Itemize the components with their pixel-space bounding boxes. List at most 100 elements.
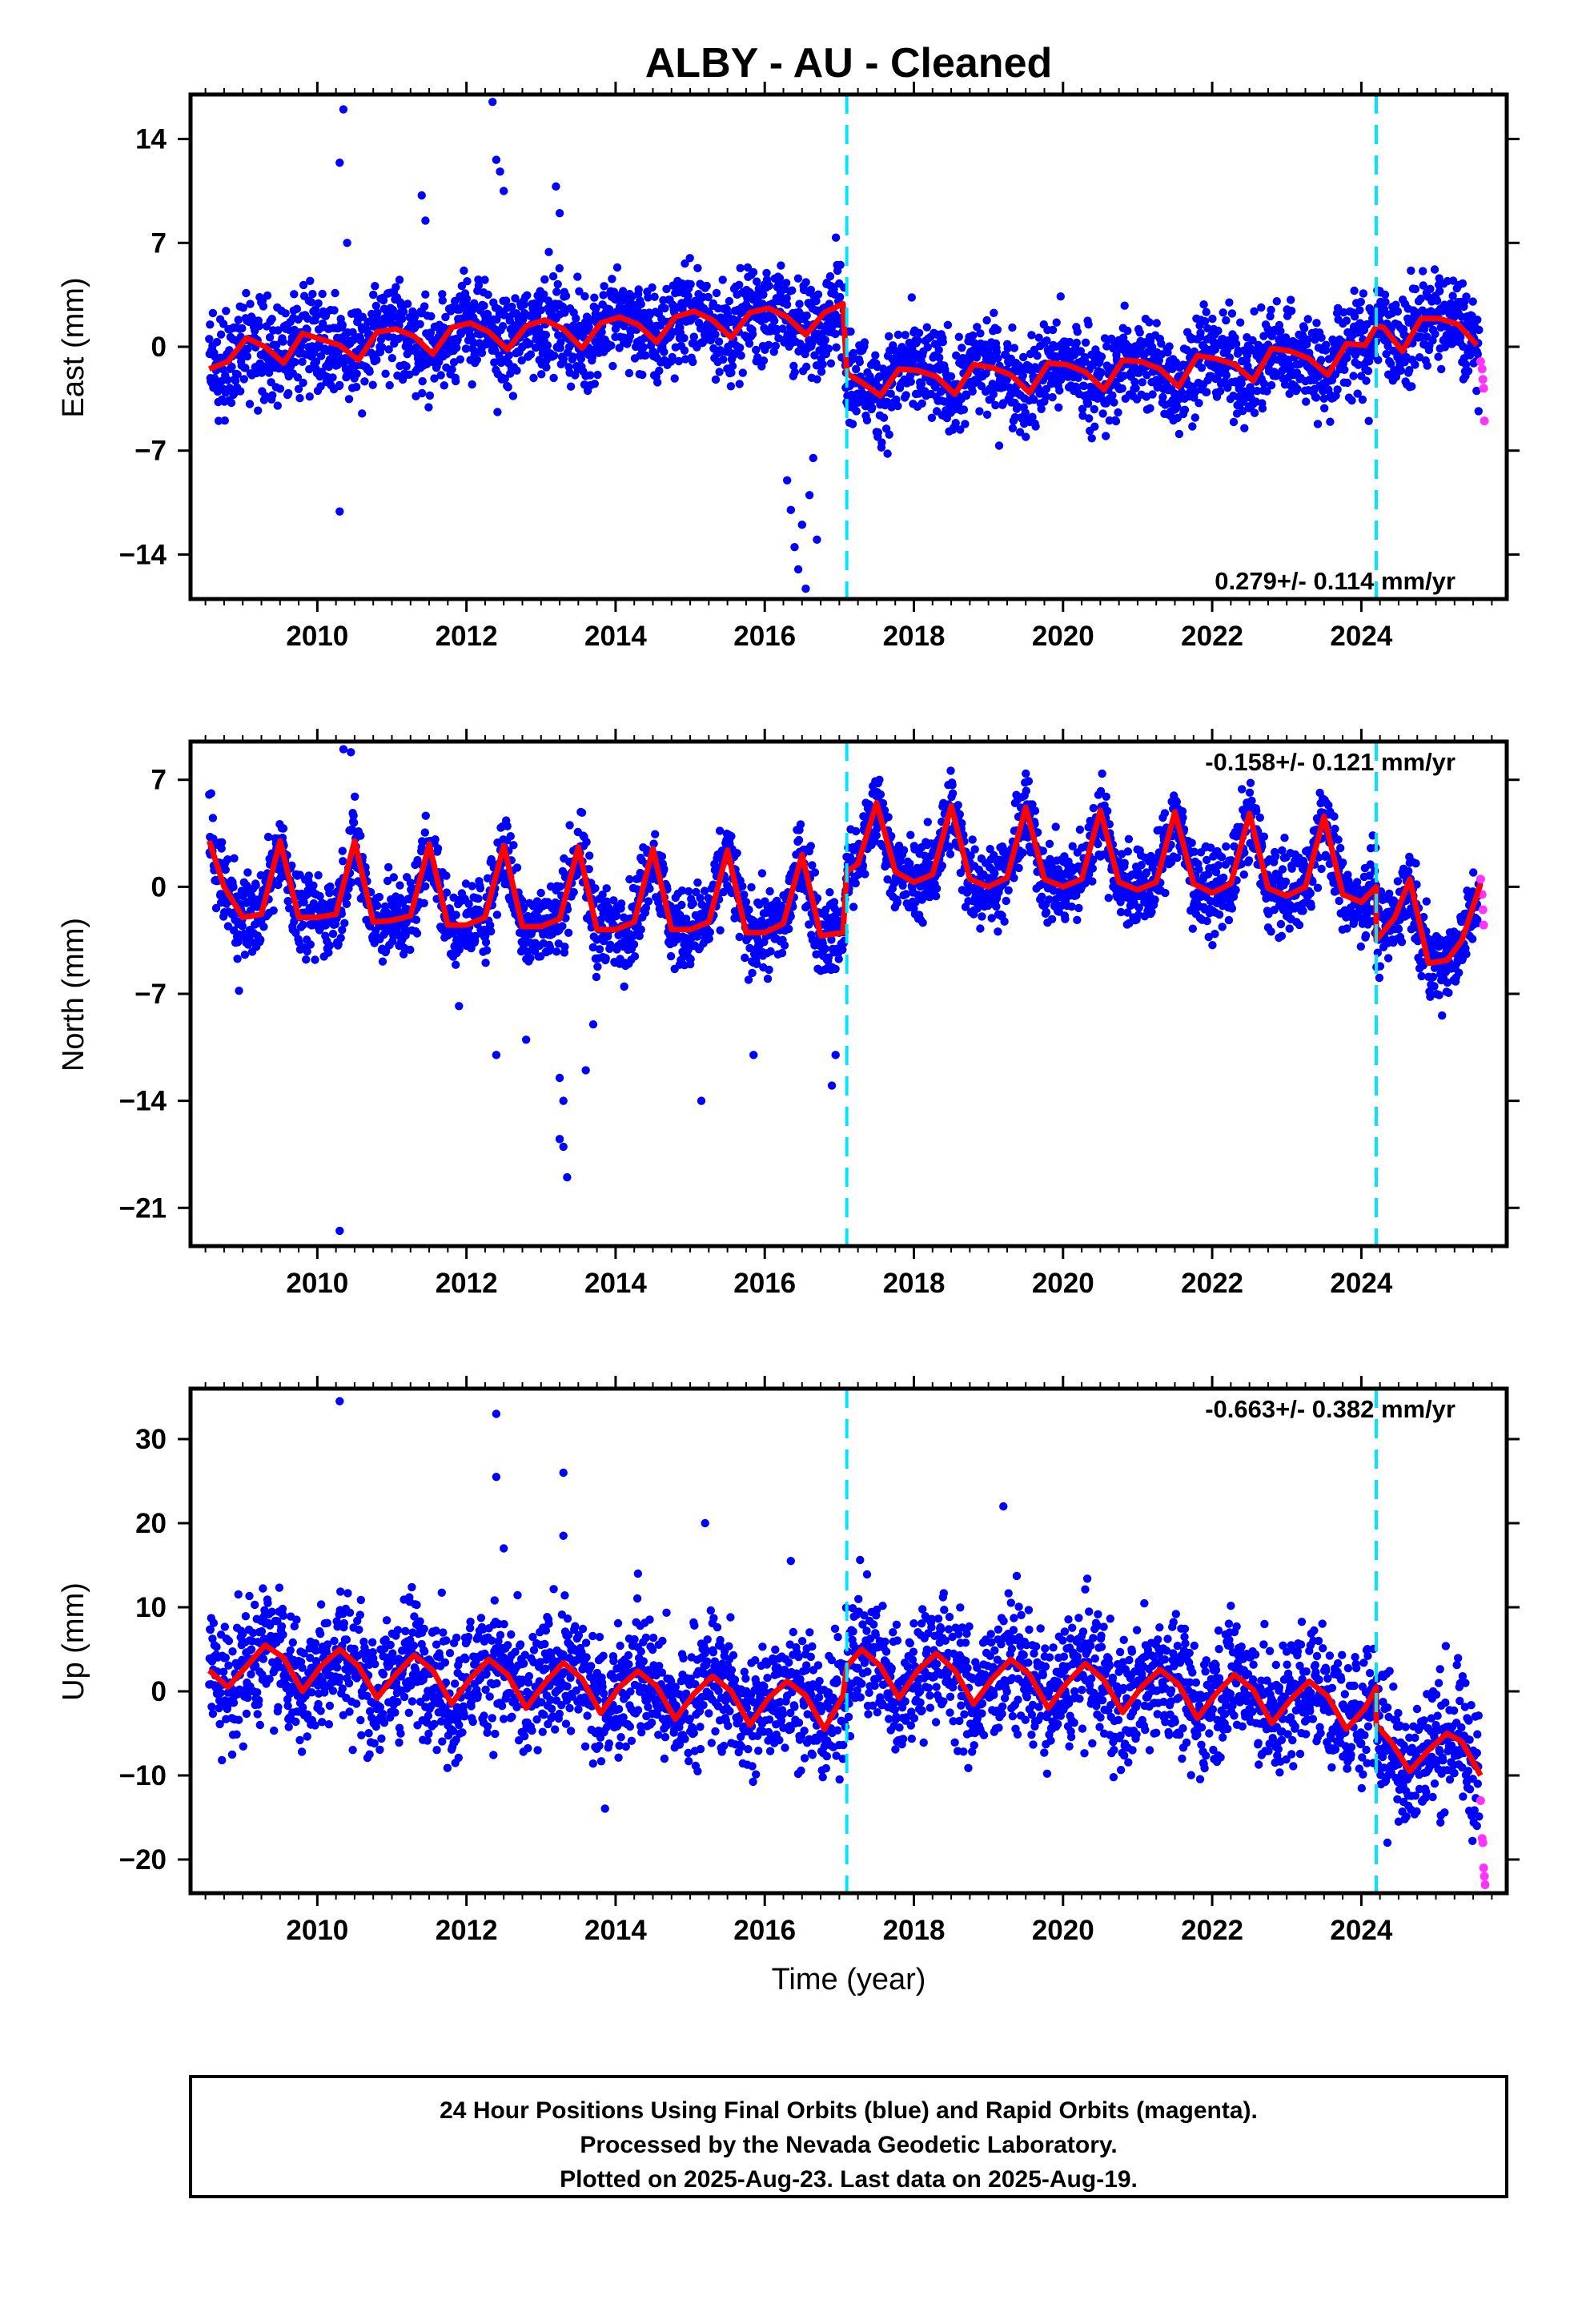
east-final-point [662, 284, 671, 294]
east-final-point [1203, 388, 1211, 396]
east-final-point [1339, 308, 1348, 317]
east-final-point [1042, 384, 1051, 393]
east-final-point [1374, 356, 1383, 364]
north-final-point [256, 935, 265, 944]
east-final-point [1420, 324, 1429, 334]
east-final-point [291, 358, 299, 367]
north-final-point [796, 820, 805, 829]
east-final-point [922, 323, 932, 332]
east-outlier-point [790, 542, 799, 552]
east-final-point [231, 376, 240, 385]
east-final-point [1349, 372, 1358, 380]
east-final-point [1148, 390, 1157, 399]
east-final-point [1380, 290, 1390, 300]
east-final-point [1240, 394, 1250, 403]
east-final-point [1448, 276, 1458, 285]
east-final-point [463, 277, 472, 286]
east-final-point [298, 357, 307, 366]
east-final-point [555, 263, 564, 273]
east-final-point [917, 399, 926, 408]
east-rapid-orbit-point [1480, 416, 1489, 426]
east-final-point [233, 370, 242, 379]
east-final-point [1197, 364, 1207, 372]
north-final-point [233, 955, 242, 963]
east-final-point [358, 312, 367, 321]
north-final-point [399, 950, 408, 959]
east-final-point [813, 375, 821, 384]
north-final-point [876, 790, 885, 799]
north-final-point [872, 831, 881, 840]
north-final-point [238, 922, 247, 931]
east-final-point [1362, 376, 1371, 385]
east-final-point [885, 332, 893, 341]
east-final-point [299, 280, 308, 290]
east-final-point [1173, 403, 1182, 412]
east-final-point [344, 395, 354, 404]
north-final-point [299, 898, 308, 907]
east-final-point [702, 281, 711, 291]
north-final-point [217, 844, 226, 853]
east-final-point [592, 304, 600, 313]
north-final-point [609, 896, 618, 905]
east-final-point [314, 299, 323, 308]
east-final-point [305, 364, 314, 374]
east-final-point [493, 408, 502, 416]
north-final-point [431, 835, 440, 844]
east-final-point [907, 293, 917, 302]
north-final-point [598, 891, 607, 899]
east-final-point [824, 344, 833, 353]
east-final-point [956, 425, 965, 434]
north-final-point [233, 938, 243, 947]
north-final-point [744, 975, 753, 984]
east-final-point [885, 430, 893, 439]
north-final-point [299, 920, 307, 930]
east-final-point [680, 346, 689, 355]
north-final-point [509, 841, 518, 850]
east-final-point [854, 398, 863, 407]
east-final-point [689, 332, 698, 341]
north-final-point [849, 903, 858, 911]
east-final-point [735, 280, 744, 289]
east-final-point [648, 283, 656, 292]
east-final-point [306, 276, 315, 285]
east-final-point [1464, 367, 1473, 376]
east-final-point [1266, 312, 1275, 321]
east-final-point [365, 368, 374, 376]
north-final-point [338, 846, 347, 855]
east-final-point [1356, 297, 1366, 307]
east-final-point [1215, 387, 1225, 396]
north-final-point [751, 918, 760, 927]
north-final-point [356, 831, 365, 840]
east-final-point [790, 368, 799, 376]
east-final-point [1411, 360, 1419, 369]
east-final-point [975, 407, 984, 416]
east-final-point [992, 348, 1002, 356]
north-final-point [324, 948, 333, 957]
east-final-point [1138, 378, 1147, 387]
east-final-point [281, 309, 290, 318]
north-final-point [558, 922, 567, 931]
east-final-point [206, 320, 215, 329]
east-final-point [1119, 372, 1128, 380]
east-final-point [1396, 366, 1406, 375]
east-final-point [958, 344, 966, 352]
east-final-point [452, 376, 460, 386]
east-final-point [1195, 399, 1203, 408]
north-final-point [577, 808, 587, 817]
north-final-point [851, 879, 860, 888]
east-final-point [1355, 306, 1364, 315]
east-final-point [1078, 404, 1087, 413]
east-final-point [801, 278, 810, 287]
north-final-point [861, 870, 869, 879]
east-final-point [832, 343, 841, 352]
east-final-point [268, 391, 277, 400]
east-final-point [1090, 422, 1099, 431]
north-final-point [487, 927, 496, 936]
north-final-point [243, 868, 252, 877]
north-final-point [406, 945, 415, 955]
east-final-point [914, 328, 924, 337]
east-final-point [1299, 324, 1309, 333]
east-final-point [1407, 266, 1415, 275]
east-final-point [693, 263, 702, 272]
